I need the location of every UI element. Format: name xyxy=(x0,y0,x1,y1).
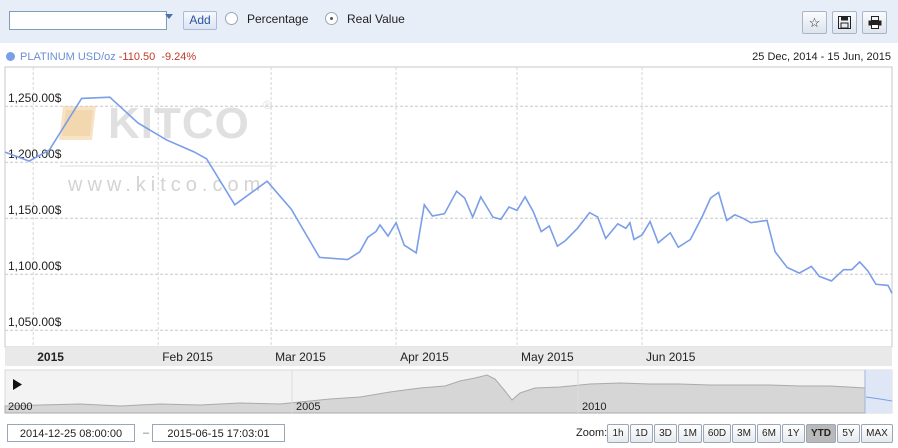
x-tick-label: Mar 2015 xyxy=(275,350,326,364)
navigator-year-2005: 2005 xyxy=(296,401,320,413)
zoom-5y-button[interactable]: 5Y xyxy=(837,424,860,443)
price-chart: KITCO ® www.kitco.com 1,050.00$ 1,100.00$… xyxy=(4,66,893,414)
navigator-year-2010: 2010 xyxy=(582,401,606,413)
range-from-field[interactable]: 2014-12-25 08:00:00 xyxy=(7,424,135,442)
real-value-radio[interactable] xyxy=(325,12,338,25)
x-tick-label: Feb 2015 xyxy=(162,350,213,364)
y-tick-label: 1,050.00$ xyxy=(8,315,62,329)
zoom-6m-button[interactable]: 6M xyxy=(757,424,781,443)
date-range-label: 25 Dec, 2014 - 15 Jun, 2015 xyxy=(752,51,891,63)
zoom-3d-button[interactable]: 3D xyxy=(654,424,677,443)
x-axis-labels: 2015 Feb 2015 Mar 2015 Apr 2015 May 2015 Jun … xyxy=(37,350,696,364)
y-tick-label: 1,150.00$ xyxy=(8,203,62,217)
symbol-input[interactable] xyxy=(9,11,167,30)
change-absolute: -110.50 xyxy=(118,51,156,63)
series-name: PLATINUM USD/oz xyxy=(20,51,116,63)
zoom-1m-button[interactable]: 1M xyxy=(678,424,702,443)
zoom-1h-button[interactable]: 1h xyxy=(607,424,629,443)
zoom-1y-button[interactable]: 1Y xyxy=(782,424,805,443)
percentage-radio[interactable] xyxy=(225,12,238,25)
play-icon[interactable] xyxy=(13,379,22,390)
toolbar: Add Percentage Real Value ☆ xyxy=(0,0,898,43)
y-tick-label: 1,250.00$ xyxy=(8,91,62,105)
navigator-history-area xyxy=(4,374,866,414)
kitco-logo: KITCO ® xyxy=(59,98,276,167)
bottom-controls: 2014-12-25 08:00:00 – 2015-06-15 17:03:0… xyxy=(0,421,898,448)
vertical-gridlines xyxy=(32,67,643,347)
real-value-label[interactable]: Real Value xyxy=(347,12,405,26)
watermark-url: www.kitco.com xyxy=(67,174,265,196)
zoom-label: Zoom: xyxy=(576,427,608,439)
add-button[interactable]: Add xyxy=(183,11,217,30)
percentage-label[interactable]: Percentage xyxy=(247,12,309,26)
range-to-field[interactable]: 2015-06-15 17:03:01 xyxy=(152,424,285,442)
zoom-ytd-button[interactable]: YTD xyxy=(806,424,836,443)
x-axis-band xyxy=(5,347,892,366)
horizontal-gridlines xyxy=(5,105,892,331)
svg-text:KITCO: KITCO xyxy=(108,99,250,148)
navigator-year-2000: 2000 xyxy=(8,401,32,413)
range-separator: – xyxy=(143,427,150,439)
star-icon[interactable]: ☆ xyxy=(802,11,827,34)
zoom-3m-button[interactable]: 3M xyxy=(732,424,756,443)
zoom-1d-button[interactable]: 1D xyxy=(630,424,653,443)
print-icon[interactable] xyxy=(862,11,887,34)
x-tick-label: Jun 2015 xyxy=(646,350,696,364)
navigator-selection[interactable] xyxy=(865,370,892,413)
x-tick-label: May 2015 xyxy=(521,350,574,364)
zoom-max-button[interactable]: MAX xyxy=(861,424,893,443)
y-tick-label: 1,100.00$ xyxy=(8,259,62,273)
y-tick-label: 1,200.00$ xyxy=(8,147,62,161)
x-tick-label: 2015 xyxy=(37,350,64,364)
x-tick-label: Apr 2015 xyxy=(400,350,449,364)
save-icon[interactable] xyxy=(832,11,857,34)
zoom-60d-button[interactable]: 60D xyxy=(703,424,731,443)
platinum-price-line xyxy=(4,96,893,294)
navigator-selection-line xyxy=(865,396,893,402)
series-legend: PLATINUM USD/oz -110.50 -9.24% xyxy=(6,51,196,63)
svg-text:®: ® xyxy=(263,98,272,112)
series-color-swatch xyxy=(6,52,15,61)
chevron-down-icon[interactable] xyxy=(165,14,173,19)
change-percent: -9.24% xyxy=(161,51,197,63)
